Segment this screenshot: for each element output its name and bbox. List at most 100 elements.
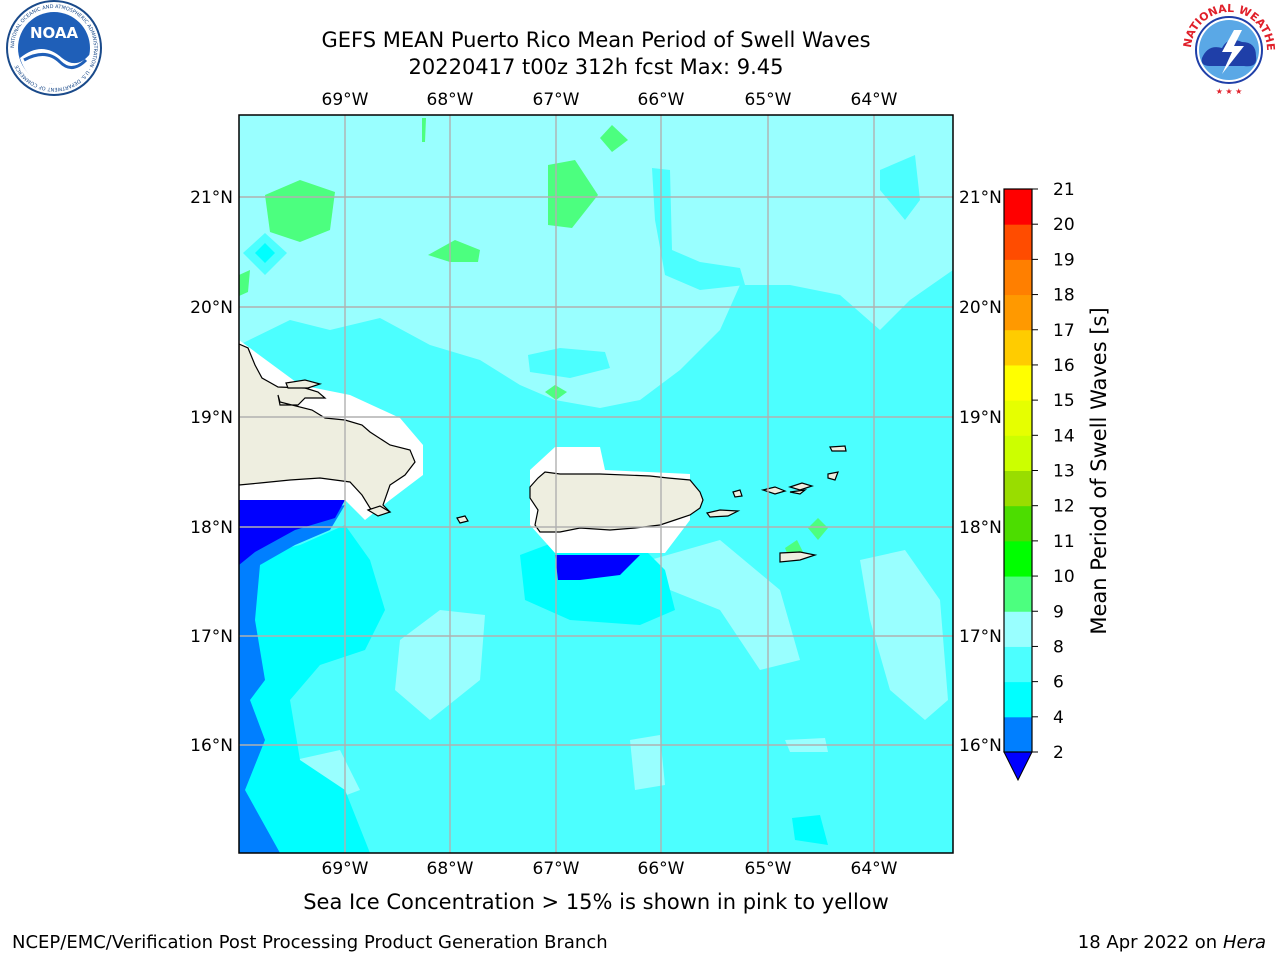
sea-ice-caption: Sea Ice Concentration > 15% is shown in … [303, 890, 889, 914]
swell-period-field [239, 115, 953, 853]
map-frame [238, 114, 954, 854]
footer-date-text: 18 Apr 2022 on [1077, 932, 1218, 953]
field-below-2s-west [239, 500, 345, 565]
colorbar-tick-label: 11 [1053, 532, 1075, 552]
lon-label: 68°W [427, 90, 474, 110]
colorbar-band [1004, 259, 1032, 296]
anegada-island [829, 445, 847, 452]
field-8-9s-south-2 [650, 540, 800, 670]
colorbar-tick-label: 18 [1053, 286, 1075, 306]
field-9-10s-patch-4 [600, 125, 628, 152]
svg-text:★ ★ ★: ★ ★ ★ [1216, 87, 1243, 96]
colorbar-tick-label: 9 [1053, 602, 1064, 622]
colorbar-tick-label: 6 [1053, 673, 1064, 693]
lon-label: 66°W [638, 859, 685, 879]
colorbar-band [1004, 576, 1032, 612]
lat-label: 21°N [190, 188, 233, 208]
puerto-rico-land [529, 471, 704, 533]
field-below-2s-south-pr [555, 555, 640, 580]
footer-credit: NCEP/EMC/Verification Post Processing Pr… [12, 932, 608, 953]
lat-label: 20°N [190, 298, 233, 318]
lat-label: 16°N [959, 736, 1002, 756]
colorbar-tick-label: 16 [1053, 356, 1075, 376]
colorbar-extend-min [1003, 751, 1033, 782]
field-6-8s-top-mid [652, 168, 745, 290]
virgin-islands-2 [788, 482, 814, 491]
virgin-islands-4 [827, 471, 839, 481]
colorbar-band [1004, 189, 1032, 225]
lat-label: 18°N [959, 518, 1002, 538]
colorbar-tick-label: 2 [1053, 743, 1064, 763]
colorbar-band [1004, 540, 1032, 577]
map-gridlines [239, 115, 953, 853]
lon-label: 66°W [638, 90, 685, 110]
chart-subtitle: 20220417 t00z 312h fcst Max: 9.45 [408, 55, 784, 79]
colorbar-band [1004, 681, 1032, 718]
colorbar-tick-label: 21 [1053, 180, 1075, 200]
colorbar-band [1004, 505, 1032, 542]
colorbar-band [1004, 716, 1032, 753]
lat-label: 21°N [959, 188, 1002, 208]
lat-labels-left: 21°N 20°N 19°N 18°N 17°N 16°N [190, 188, 233, 756]
colorbar-band [1004, 329, 1032, 366]
colorbar-band [1004, 364, 1032, 401]
field-9-10s-patch-9 [422, 118, 426, 142]
colorbar-tick-label: 12 [1053, 497, 1075, 517]
field-8-9s-south-1 [395, 610, 485, 720]
lat-label: 17°N [959, 627, 1002, 647]
colorbar-tick-label: 8 [1053, 637, 1064, 657]
footer-date: 18 Apr 2022 on Hera [1078, 932, 1266, 953]
st-croix-island [779, 551, 818, 563]
chart-title: GEFS MEAN Puerto Rico Mean Period of Swe… [321, 28, 871, 52]
field-9-10s-patch-7 [239, 270, 250, 296]
lon-labels-bottom: 69°W 68°W 67°W 66°W 65°W 64°W [322, 859, 898, 879]
nws-logo: NATIONAL WEATHER SERVICE ★ ★ ★ [1178, 0, 1277, 96]
colorbar-tick-label: 20 [1053, 215, 1075, 235]
lat-label: 17°N [190, 627, 233, 647]
field-4-6s-west [239, 525, 385, 853]
culebra-island [732, 489, 743, 498]
lon-label: 69°W [322, 90, 369, 110]
lon-label: 67°W [533, 90, 580, 110]
lon-label: 65°W [745, 859, 792, 879]
colorbar-tick-label: 4 [1053, 708, 1064, 728]
lat-label: 18°N [190, 518, 233, 538]
vieques-island [705, 509, 741, 518]
colorbar-tick-label: 14 [1053, 426, 1075, 446]
lat-label: 16°N [190, 736, 233, 756]
virgin-islands-3 [789, 489, 808, 495]
field-9-10s-patch-6 [808, 518, 828, 540]
colorbar-tick-label: 19 [1053, 250, 1075, 270]
noaa-logo: NOAA NATIONAL OCEANIC AND ATMOSPHERIC AD… [6, 0, 102, 96]
colorbar-band [1004, 646, 1032, 683]
field-6-8s-upper-mid [528, 348, 610, 378]
lon-label: 68°W [427, 859, 474, 879]
colorbar-band [1004, 400, 1032, 436]
colorbar-tick-label: 15 [1053, 391, 1075, 411]
lat-label: 19°N [959, 408, 1002, 428]
field-6-8s-top-right [880, 155, 920, 220]
lon-label: 69°W [322, 859, 369, 879]
field-8-9s-south-3 [630, 735, 665, 790]
field-4-6s-south-2 [792, 815, 828, 845]
colorbar: 2 4 6 8 9 10 11 12 13 14 15 16 17 18 19 20 21 [1003, 180, 1075, 782]
colorbar-band [1004, 294, 1032, 331]
colorbar-band [1004, 224, 1032, 260]
lat-label: 19°N [190, 408, 233, 428]
lat-labels-right: 21°N 20°N 19°N 18°N 17°N 16°N [959, 188, 1002, 756]
colorbar-tick-label: 10 [1053, 567, 1075, 587]
saona-island [366, 505, 392, 517]
hispaniola-land [239, 343, 416, 516]
colorbar-band [1004, 470, 1032, 507]
field-8-9s-east [860, 550, 948, 720]
footer-host: Hera [1222, 932, 1266, 953]
colorbar-tick-label: 13 [1053, 462, 1075, 482]
field-9-10s-patch-3 [428, 240, 480, 262]
lat-label: 20°N [959, 298, 1002, 318]
lon-label: 64°W [851, 859, 898, 879]
colorbar-band [1004, 435, 1032, 471]
colorbar-band [1004, 611, 1032, 647]
colorbar-label: Mean Period of Swell Waves [s] [1087, 307, 1111, 634]
lon-labels-top: 69°W 68°W 67°W 66°W 65°W 64°W [322, 90, 898, 110]
